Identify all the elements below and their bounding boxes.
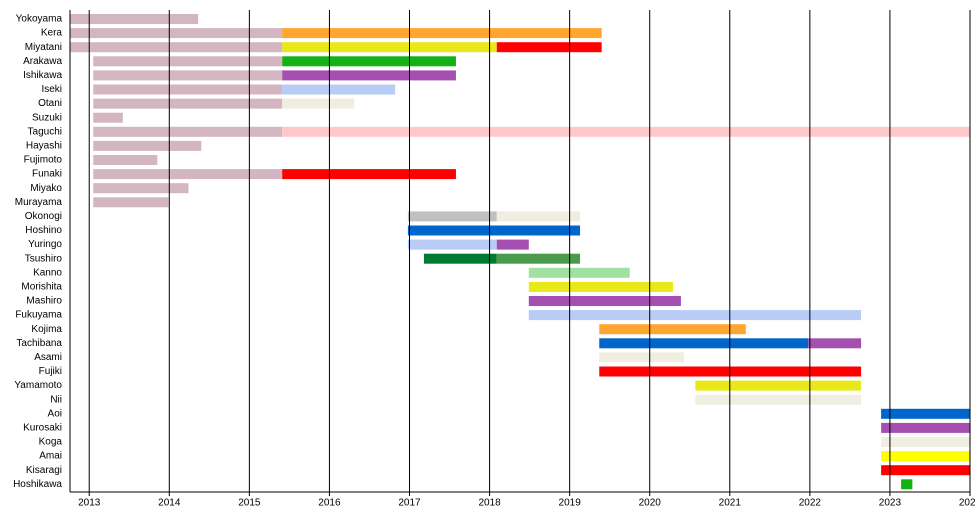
row-label: Hoshino [25, 225, 62, 236]
row-label: Suzuki [32, 112, 62, 123]
x-tick-label: 2020 [639, 498, 662, 508]
segment [528, 267, 630, 278]
segment [599, 352, 685, 363]
segment [70, 42, 283, 53]
row-label: Hayashi [26, 141, 62, 152]
segment [282, 56, 456, 67]
segment [496, 211, 581, 222]
segment [282, 169, 456, 180]
segment [808, 338, 862, 349]
segment [695, 394, 862, 405]
row-label: Murayama [15, 197, 63, 208]
row-label: Hoshikawa [13, 479, 62, 490]
segment [282, 126, 970, 137]
row-label: Kisaragi [26, 465, 62, 476]
row-label: Kojima [31, 324, 62, 335]
row-label: Yuringo [28, 239, 62, 250]
segment [496, 253, 581, 264]
row-label: Nii [50, 394, 62, 405]
segment [282, 28, 602, 39]
segment [93, 183, 189, 194]
segment [282, 70, 456, 81]
row-label: Yamamoto [14, 380, 62, 391]
row-label: Fukuyama [15, 310, 62, 321]
row-label: Aoi [48, 408, 62, 419]
x-tick-label: 2016 [318, 498, 341, 508]
row-label: Okonogi [25, 211, 62, 222]
segment [70, 14, 199, 24]
row-label: Otani [38, 98, 62, 109]
row-label: Ishikawa [23, 70, 62, 81]
segment [93, 112, 123, 123]
x-tick-label: 2013 [78, 498, 101, 508]
row-label: Asami [34, 352, 62, 363]
row-label: Amai [39, 451, 62, 462]
x-tick-label: 2014 [158, 498, 181, 508]
x-tick-label: 2022 [799, 498, 822, 508]
x-tick-label: 2021 [719, 498, 742, 508]
segment [93, 70, 283, 81]
segment [93, 197, 169, 208]
segment [881, 422, 970, 433]
segment [93, 169, 283, 180]
segment [282, 42, 497, 53]
row-label: Kanno [33, 267, 62, 278]
row-label: Kera [41, 28, 63, 39]
segment [282, 84, 396, 95]
segment [93, 140, 202, 151]
row-label: Miyatani [25, 42, 62, 53]
row-label: Mashiro [26, 296, 62, 307]
segment [93, 84, 283, 95]
segment [70, 28, 283, 39]
segment [881, 408, 970, 419]
segment [407, 225, 581, 236]
row-label: Fujimoto [24, 155, 63, 166]
segment [528, 281, 673, 292]
segment [881, 437, 970, 447]
x-tick-label: 2018 [478, 498, 501, 508]
row-label: Iseki [41, 84, 62, 95]
x-tick-label: 2015 [238, 498, 261, 508]
segment [599, 338, 809, 349]
row-label: Taguchi [28, 126, 62, 137]
segment [496, 42, 602, 53]
segment [93, 126, 283, 137]
segment [93, 155, 158, 165]
segment [528, 296, 681, 306]
row-label: Morishita [21, 282, 62, 293]
segment [407, 239, 497, 250]
row-label: Koga [39, 437, 63, 448]
row-label: Yokoyama [16, 14, 63, 25]
segment [599, 324, 746, 335]
row-label: Miyako [30, 183, 62, 194]
segment [93, 98, 283, 109]
segment [881, 465, 970, 476]
row-label: Tachibana [16, 338, 62, 349]
row-label: Arakawa [23, 56, 62, 67]
row-label: Funaki [32, 169, 62, 180]
row-label: Tsushiro [25, 253, 63, 264]
x-tick-label: 2023 [879, 498, 902, 508]
x-tick-label: 2017 [398, 498, 421, 508]
segment [407, 211, 497, 222]
row-label: Kurosaki [23, 423, 62, 434]
segment [695, 380, 862, 391]
segment [282, 98, 355, 109]
segment [496, 239, 529, 250]
row-label: Fujiki [39, 366, 62, 377]
segment [881, 451, 970, 462]
segment [423, 253, 497, 264]
x-tick-label: 2024 [959, 498, 975, 508]
segment [901, 479, 913, 490]
segment [93, 56, 283, 67]
segment [528, 310, 862, 321]
x-tick-label: 2019 [559, 498, 582, 508]
